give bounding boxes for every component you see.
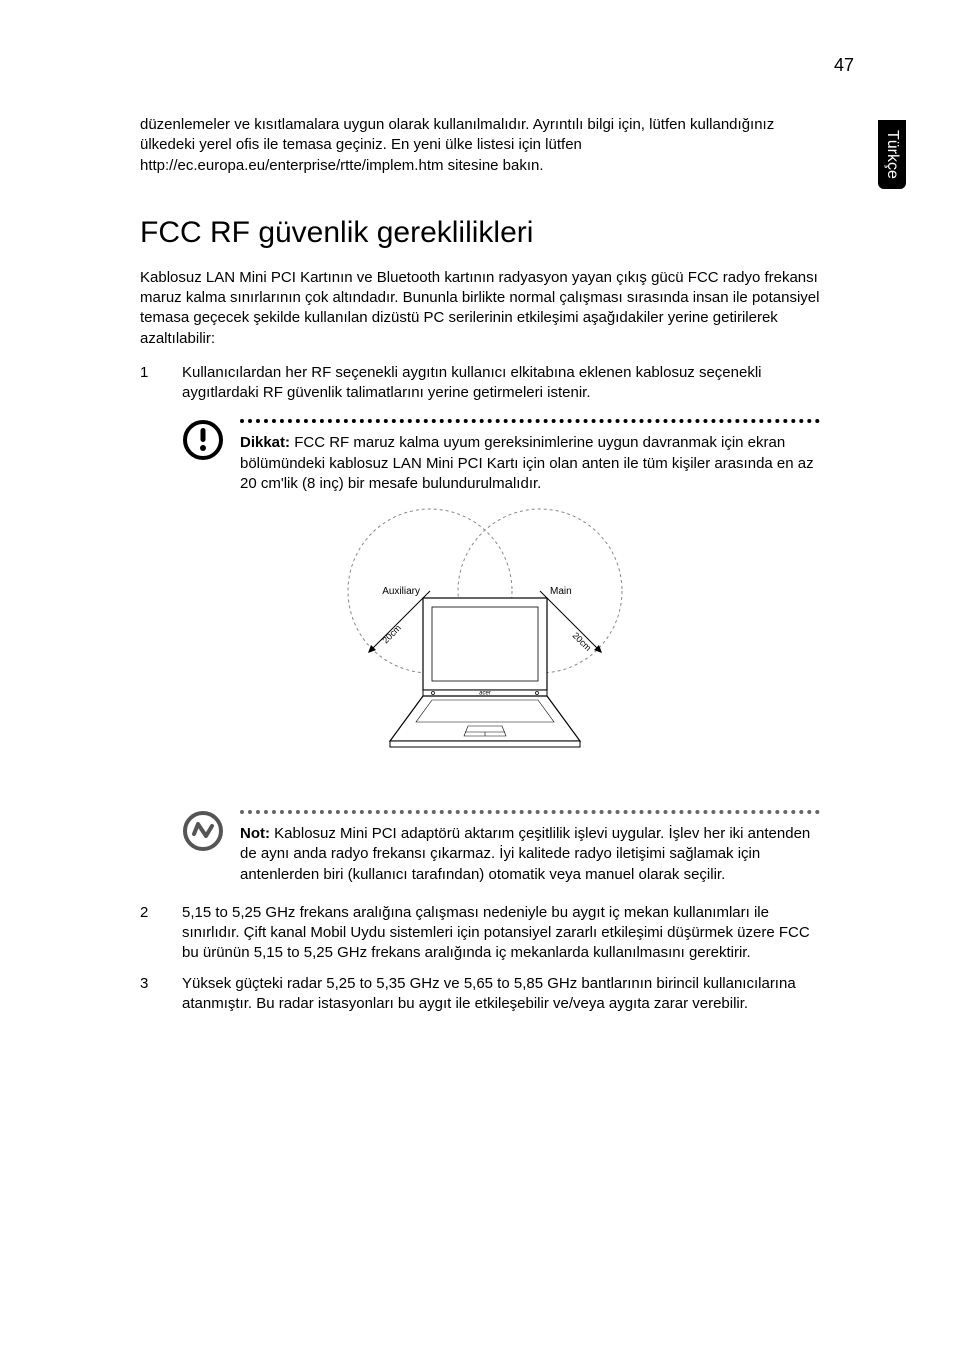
note-text: Not: Kablosuz Mini PCI adaptörü aktarım … [240,824,820,885]
aux-label: Auxiliary [382,586,420,597]
list-text: Yüksek güçteki radar 5,25 to 5,35 GHz ve… [182,974,820,1015]
section-heading: FCC RF güvenlik gereklilikleri [140,216,820,250]
antenna-diagram: Auxiliary Main 20cm 20cm acer [140,506,820,786]
note-callout: Not: Kablosuz Mini PCI adaptörü aktarım … [140,810,820,885]
list-number: 2 [140,903,182,964]
dist-left: 20cm [380,623,403,646]
list-item-2: 2 5,15 to 5,25 GHz frekans aralığına çal… [140,903,820,964]
main-label: Main [550,586,572,597]
caution-label: Dikkat: [240,434,290,451]
language-tab: Türkçe [878,120,906,189]
caution-text: Dikkat: FCC RF maruz kalma uyum gereksin… [240,433,820,494]
list-item-1: 1 Kullanıcılardan her RF seçenekli aygıt… [140,363,820,404]
page-content: düzenlemeler ve kısıtlamalara uygun olar… [140,115,820,1024]
list-text: 5,15 to 5,25 GHz frekans aralığına çalış… [182,903,820,964]
caution-icon [140,419,240,494]
list-text: Kullanıcılardan her RF seçenekli aygıtın… [182,363,820,404]
caution-callout: Dikkat: FCC RF maruz kalma uyum gereksin… [140,419,820,494]
caution-body: FCC RF maruz kalma uyum gereksinimlerine… [240,434,814,492]
intro-paragraph: düzenlemeler ve kısıtlamalara uygun olar… [140,115,820,176]
note-body: Kablosuz Mini PCI adaptörü aktarım çeşit… [240,825,810,883]
note-label: Not: [240,825,270,842]
dist-right: 20cm [571,630,594,653]
page-number: 47 [834,55,854,76]
note-icon [140,810,240,885]
paragraph-1: Kablosuz LAN Mini PCI Kartının ve Blueto… [140,268,820,349]
list-number: 1 [140,363,182,404]
list-item-3: 3 Yüksek güçteki radar 5,25 to 5,35 GHz … [140,974,820,1015]
list-number: 3 [140,974,182,1015]
